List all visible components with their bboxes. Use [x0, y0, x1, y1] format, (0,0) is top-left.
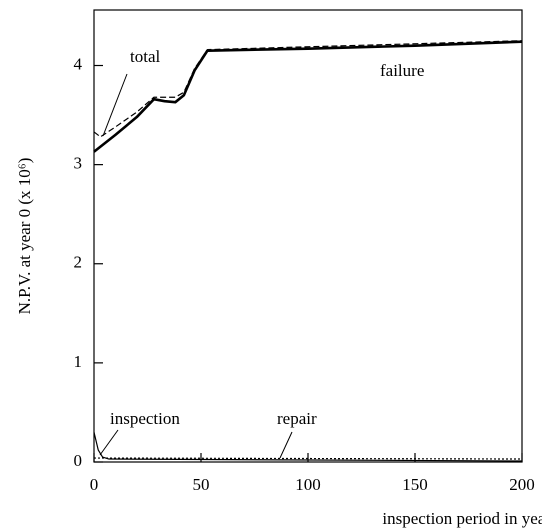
- y-tick-label: 3: [74, 154, 83, 173]
- series-line: [93, 40, 523, 153]
- y-tick-label: 1: [74, 352, 83, 371]
- x-tick-label: 100: [295, 475, 321, 494]
- y-axis-label: N.P.V. at year 0 (x 10⁶): [15, 158, 34, 315]
- plot-frame: [93, 9, 523, 463]
- series-line: [93, 40, 523, 138]
- leader-line: [99, 429, 119, 456]
- x-tick-label: 50: [193, 475, 210, 494]
- series-label: failure: [380, 61, 424, 80]
- leader-line: [102, 73, 128, 137]
- x-tick-label: 0: [90, 475, 99, 494]
- leader-line: [279, 431, 293, 459]
- series-line: [93, 432, 523, 462]
- y-tick-label: 4: [74, 54, 83, 73]
- series-label: total: [130, 47, 160, 66]
- series-label: inspection: [110, 409, 180, 428]
- x-tick-label: 200: [509, 475, 535, 494]
- y-tick-label: 2: [74, 253, 83, 272]
- series-label: repair: [277, 409, 317, 428]
- x-tick-label: 150: [402, 475, 428, 494]
- x-axis-label: inspection period in years: [382, 509, 542, 528]
- y-tick-label: 0: [74, 451, 83, 470]
- series-line: [93, 457, 523, 460]
